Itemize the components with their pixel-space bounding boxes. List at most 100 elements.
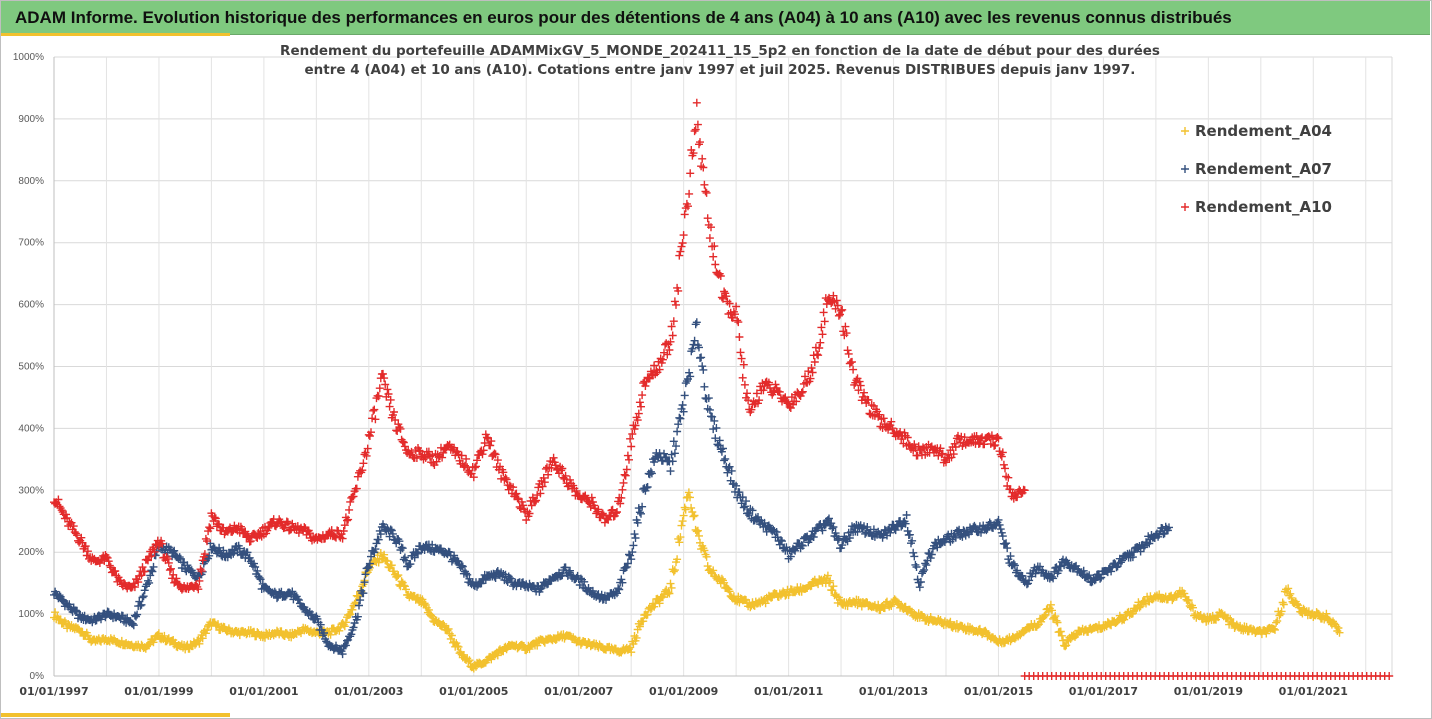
data-point: [129, 621, 138, 630]
data-point: [829, 582, 838, 591]
data-point: [517, 497, 526, 506]
data-point: [641, 382, 650, 390]
data-point: [462, 569, 471, 578]
data-point: [1334, 624, 1343, 632]
data-point: [1072, 631, 1081, 640]
data-point: [619, 478, 628, 487]
data-point: [396, 424, 405, 433]
data-point: [994, 434, 1003, 443]
data-point: [313, 614, 322, 623]
data-point: [509, 483, 518, 492]
data-point: [632, 633, 641, 642]
data-point: [363, 564, 372, 572]
data-point: [623, 451, 632, 460]
data-point: [162, 553, 171, 561]
data-point: [1046, 600, 1055, 609]
data-point: [352, 484, 361, 493]
data-point: [688, 344, 697, 353]
data-point: [1048, 572, 1056, 581]
data-point: [338, 534, 347, 543]
data-point: [691, 320, 700, 329]
data-point: [1018, 572, 1027, 580]
chart-legend: Rendement_A04 Rendement_A07 Rendement_A10: [1181, 122, 1332, 216]
data-point: [62, 510, 70, 519]
data-point: [388, 529, 397, 538]
data-point: [725, 299, 734, 308]
data-point: [561, 563, 570, 572]
data-point: [326, 630, 335, 639]
data-point: [194, 585, 203, 594]
chart-subtitle-line-1: Rendement du portefeuille ADAMMixGV_5_MO…: [280, 43, 1160, 59]
data-point: [702, 552, 711, 561]
data-point: [1001, 540, 1009, 549]
legend-marker: [1181, 203, 1189, 211]
data-point: [816, 338, 825, 347]
data-point: [699, 365, 708, 374]
data-point: [420, 599, 429, 608]
data-point: [635, 398, 644, 407]
data-point: [971, 523, 980, 532]
data-point: [836, 310, 844, 319]
data-point: [538, 482, 547, 491]
data-point: [705, 234, 714, 243]
data-point: [340, 521, 349, 530]
data-point: [1159, 530, 1168, 539]
data-point: [807, 364, 816, 372]
series-Rendement_A10: [50, 98, 1029, 594]
data-point: [349, 623, 358, 632]
data-point: [1097, 573, 1106, 582]
data-point: [65, 600, 74, 609]
x-tick-label: 01/01/2005: [439, 685, 508, 698]
data-point: [690, 127, 699, 136]
legend-item: Rendement_A07: [1181, 160, 1332, 178]
data-point: [704, 394, 713, 403]
data-point: [686, 169, 695, 178]
data-point: [480, 439, 489, 447]
y-tick-label: 500%: [18, 362, 44, 373]
data-point: [195, 639, 204, 648]
report-title: ADAM Informe. Evolution historique des p…: [15, 8, 1232, 27]
data-point: [655, 599, 664, 608]
data-point: [844, 349, 853, 358]
data-point: [1335, 628, 1344, 637]
data-point: [665, 346, 674, 354]
data-point: [910, 440, 919, 449]
data-point: [486, 441, 495, 450]
data-point: [73, 531, 81, 540]
data-point: [165, 566, 174, 575]
data-point: [643, 610, 652, 619]
data-point: [138, 593, 147, 602]
data-point: [655, 365, 664, 374]
data-point: [669, 567, 678, 576]
data-point: [732, 302, 741, 311]
data-point: [942, 458, 950, 467]
data-point: [996, 525, 1005, 534]
data-point: [823, 571, 832, 580]
data-point: [200, 550, 209, 559]
data-point: [1269, 624, 1278, 633]
data-point: [348, 605, 357, 614]
data-point: [145, 640, 154, 649]
data-point: [1278, 598, 1287, 607]
data-point: [798, 387, 807, 396]
data-point: [491, 450, 500, 459]
data-point: [635, 622, 644, 631]
data-point: [698, 362, 707, 371]
data-point: [198, 634, 207, 643]
legend-marker: [1181, 165, 1189, 173]
data-point: [469, 473, 478, 482]
data-point: [735, 333, 744, 341]
data-point: [343, 516, 351, 525]
data-point: [705, 405, 714, 414]
data-point: [386, 525, 395, 534]
data-point: [801, 372, 809, 381]
data-point: [987, 431, 996, 440]
data-point: [412, 548, 421, 557]
data-point: [887, 417, 896, 426]
data-point: [198, 556, 207, 565]
data-point: [140, 586, 149, 595]
data-point: [685, 189, 694, 198]
data-point: [406, 560, 415, 569]
data-point: [633, 518, 642, 527]
